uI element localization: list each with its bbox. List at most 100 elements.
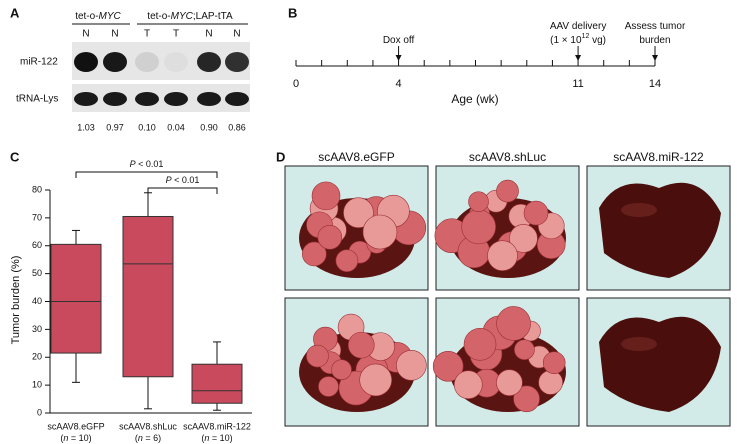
box [50, 243, 102, 354]
row-label: miR-122 [20, 57, 58, 68]
n-label-part: n [204, 433, 209, 443]
quant-label: 0.10 [138, 122, 156, 132]
box [122, 215, 174, 378]
nodule [542, 351, 566, 375]
y-tick-label: 60 [32, 240, 42, 250]
lane-label: N [111, 29, 118, 40]
bracket [75, 171, 218, 178]
shine [621, 337, 657, 351]
p-value-part: < 0.01 [172, 175, 200, 185]
p-value: P < 0.01 [166, 175, 200, 185]
tick-label: 4 [396, 78, 402, 90]
nodule [453, 370, 483, 400]
lane-label: N [205, 29, 212, 40]
event-label: burden [639, 35, 670, 46]
nodule [396, 349, 427, 381]
event-label: AAV delivery [550, 21, 607, 32]
event-label-part: (1 × 10 [550, 35, 582, 46]
event-label: (1 × 1012 vg) [550, 33, 606, 45]
blot [72, 84, 250, 112]
n-label-part: = 10) [68, 433, 91, 443]
band [74, 52, 98, 72]
nodule [496, 179, 519, 203]
nodule [463, 328, 497, 361]
band [103, 52, 127, 72]
nodule [538, 370, 563, 395]
bracket [147, 187, 218, 194]
p-value-part: P [166, 175, 172, 185]
n-label: (n = 10) [201, 433, 232, 443]
nodule [513, 385, 540, 413]
axis-label: Age (wk) [451, 92, 498, 106]
group-label: tet-o-MYC;LAP-tTA [147, 11, 233, 22]
band [164, 52, 188, 72]
y-tick-label: 70 [32, 212, 42, 222]
nodule [487, 240, 518, 271]
n-label-part: ( [135, 433, 138, 443]
quant-label: 0.04 [167, 122, 185, 132]
y-tick-label: 50 [32, 268, 42, 278]
blot [72, 42, 250, 80]
band [74, 92, 98, 106]
tick-label: 11 [572, 78, 583, 90]
nodule [362, 214, 398, 250]
quant-label: 0.86 [228, 122, 246, 132]
nodule [432, 350, 464, 382]
n-label: (n = 6) [135, 433, 161, 443]
panel-label: D [276, 149, 285, 164]
p-value: P < 0.01 [130, 159, 164, 169]
arrow-head [395, 55, 402, 61]
band [164, 92, 188, 106]
nodule [496, 369, 523, 396]
nodule [311, 181, 341, 211]
x-tick-label: scAAV8.eGFP [47, 421, 104, 431]
nodule [318, 376, 339, 397]
quant-label: 1.03 [77, 122, 95, 132]
p-value-part: P [130, 159, 136, 169]
column-title: scAAV8.miR-122 [613, 150, 704, 164]
tick-label: 14 [649, 78, 661, 90]
x-tick-label: scAAV8.miR-122 [183, 421, 251, 431]
nodule [335, 249, 359, 272]
nodule [317, 224, 343, 250]
y-tick-label: 40 [32, 296, 42, 306]
row-label: tRNA-Lys [16, 94, 58, 105]
lane-label: N [233, 29, 240, 40]
n-label-part: = 6) [143, 433, 161, 443]
event-label-part: AAV delivery [550, 21, 607, 32]
y-tick-label: 0 [37, 407, 42, 417]
band [197, 92, 221, 106]
event-label-part: vg) [589, 35, 606, 46]
lane-label: N [82, 29, 89, 40]
event-label-part: Assess tumor [625, 21, 686, 32]
nodule [523, 200, 549, 226]
band [225, 92, 249, 106]
n-label-part: ( [60, 433, 63, 443]
nodule [496, 306, 531, 341]
y-tick-label: 80 [32, 184, 42, 194]
nodule [301, 241, 327, 267]
column-title: scAAV8.shLuc [469, 150, 546, 164]
n-label-part: ( [201, 433, 204, 443]
shine [621, 203, 657, 217]
arrow-head [652, 55, 658, 61]
tick-label: 0 [293, 78, 299, 90]
y-axis-label: Tumor burden (%) [10, 256, 22, 345]
p-value-part: < 0.01 [136, 159, 164, 169]
n-label-part: n [138, 433, 143, 443]
n-label-part: n [63, 433, 68, 443]
lane-label: T [173, 29, 179, 40]
event-label-part: Dox off [383, 35, 415, 46]
nodule [514, 339, 535, 360]
nodule [461, 209, 496, 245]
nodule [347, 331, 375, 359]
event-label: Dox off [383, 35, 415, 46]
nodule [359, 363, 392, 397]
band [225, 52, 249, 72]
y-tick-label: 10 [32, 380, 42, 390]
column-title: scAAV8.eGFP [318, 150, 394, 164]
group-label: tet-o-MYC [75, 11, 121, 22]
nodule [306, 344, 329, 368]
panel-label: B [288, 5, 297, 20]
